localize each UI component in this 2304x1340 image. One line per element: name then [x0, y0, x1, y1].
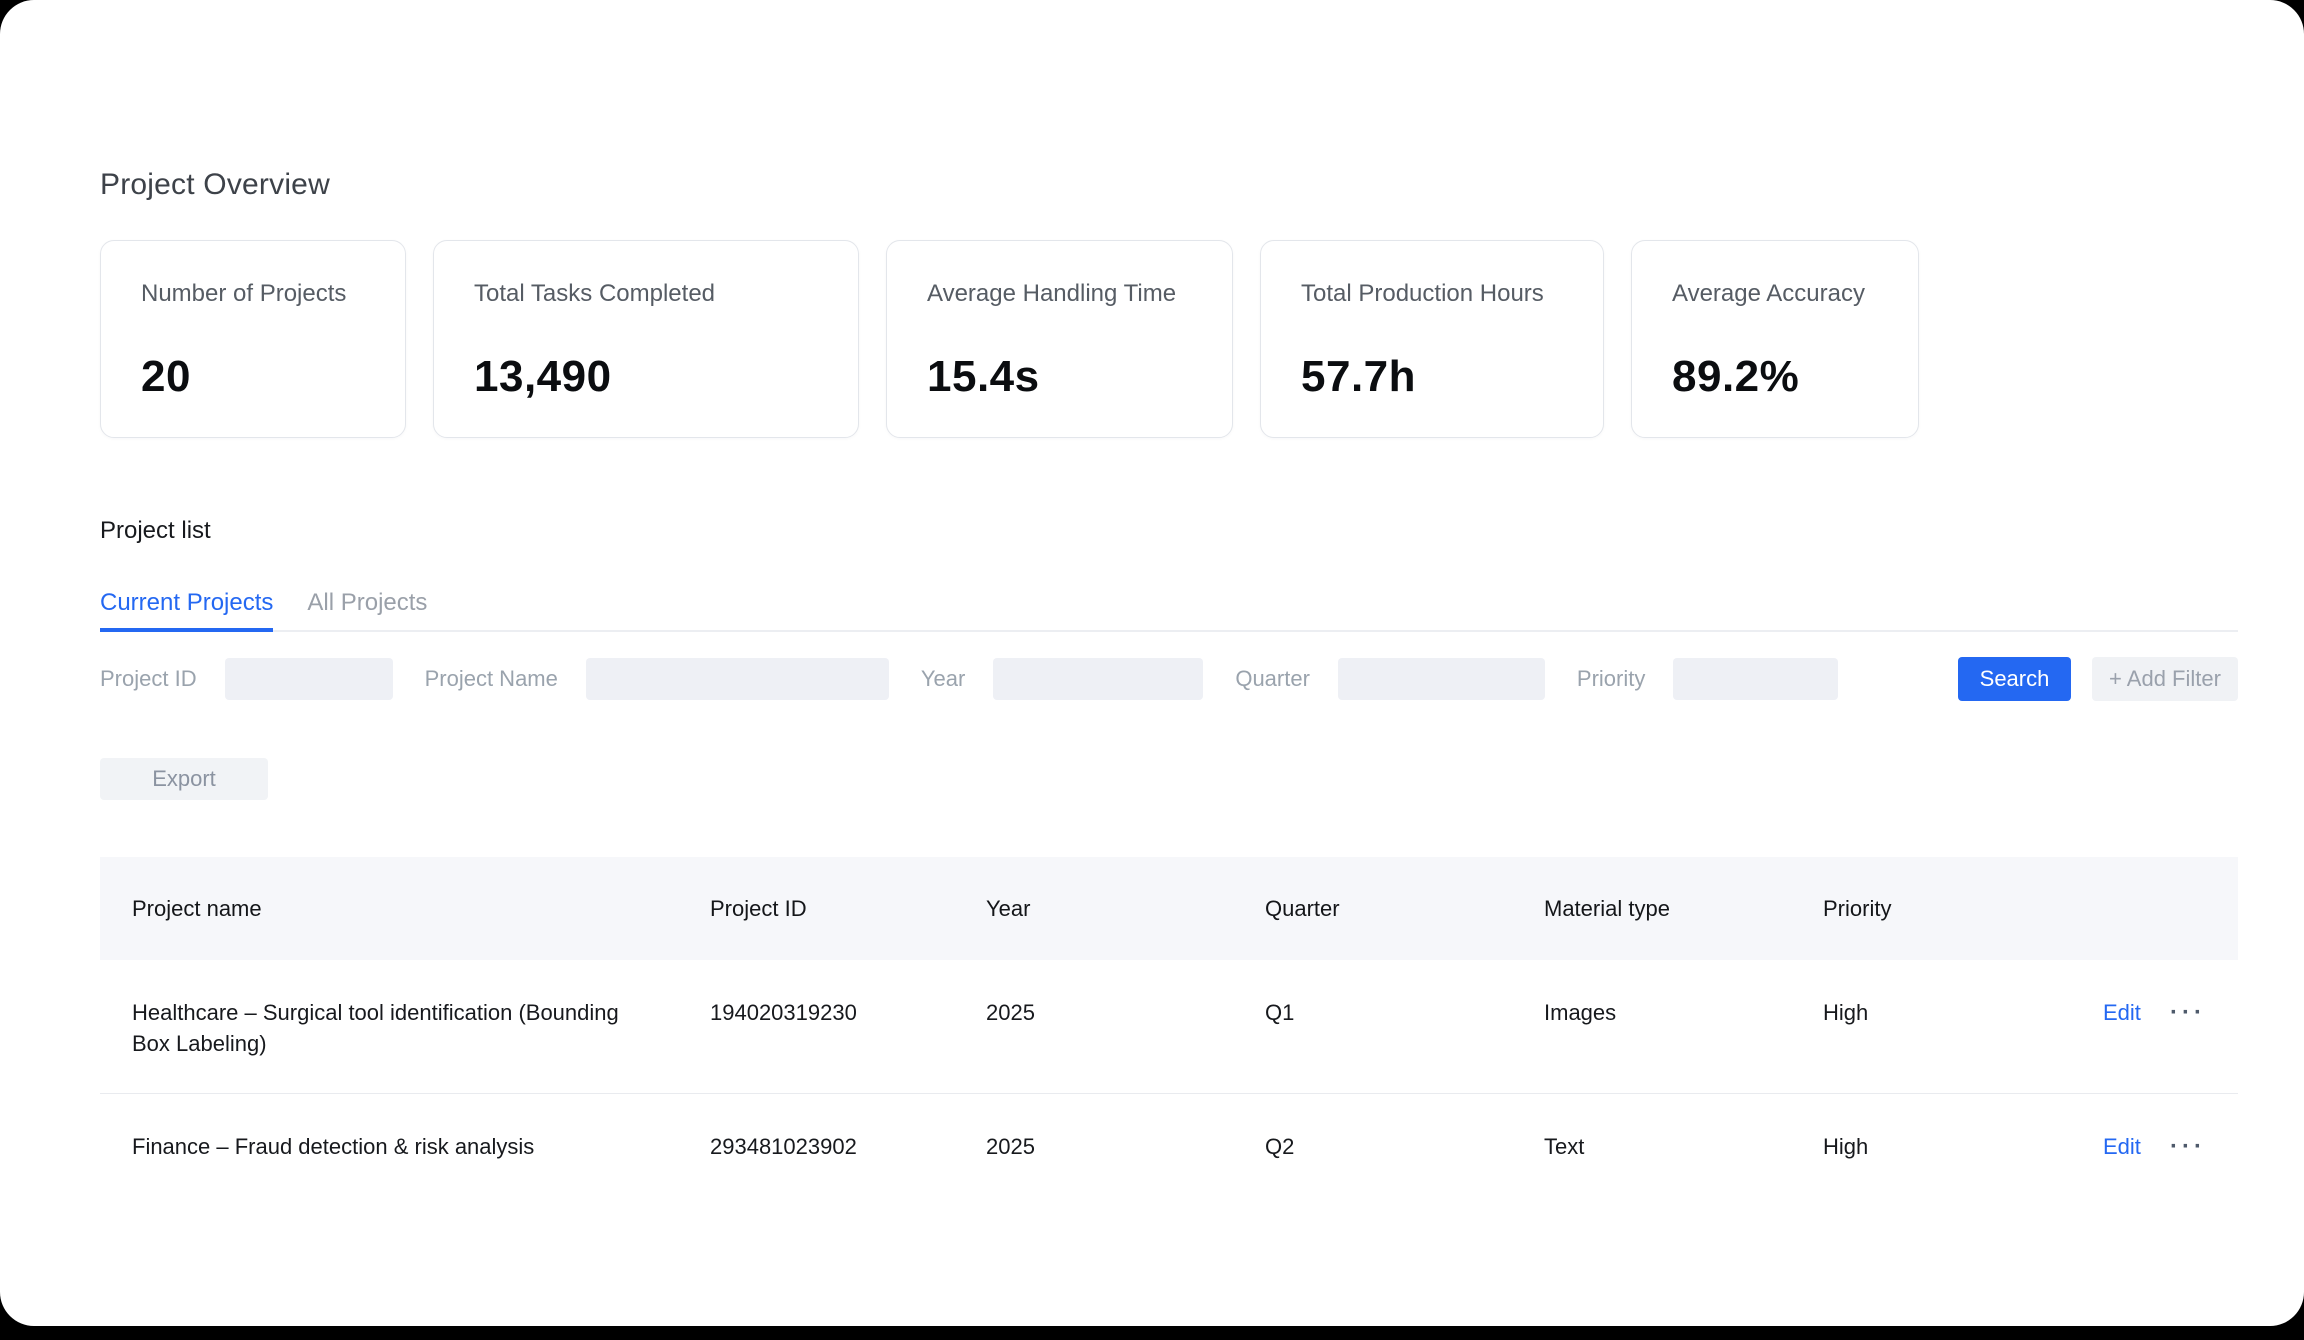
- stat-label: Average Accuracy: [1672, 280, 1865, 307]
- row-actions: Edit ···: [2103, 997, 2206, 1028]
- cell-material-type: Images: [1544, 1000, 1617, 1025]
- page-title: Project Overview: [100, 168, 330, 201]
- filter-group-project-name: Project Name: [425, 658, 889, 700]
- ellipsis-icon[interactable]: ···: [2170, 1133, 2206, 1160]
- filter-group-year: Year: [920, 658, 1204, 700]
- filter-label-quarter: Quarter: [1235, 666, 1310, 691]
- add-filter-button[interactable]: + Add Filter: [2092, 657, 2238, 701]
- cell-year: 2025: [986, 1134, 1035, 1159]
- cell-project-id: 293481023902: [710, 1134, 857, 1159]
- filter-group-priority: Priority: [1576, 658, 1839, 700]
- search-button[interactable]: Search: [1958, 657, 2071, 701]
- stat-value: 15.4s: [927, 352, 1040, 401]
- filter-group-quarter: Quarter: [1235, 658, 1545, 700]
- cell-project-name: Finance – Fraud detection & risk analysi…: [132, 1134, 535, 1159]
- filter-bar: Project ID Project Name Year Quarter Pri…: [100, 657, 2238, 701]
- column-header-year: Year: [986, 895, 1031, 921]
- table-header-row: Project name Project ID Year Quarter Mat…: [100, 857, 2238, 960]
- filter-label-year: Year: [920, 666, 966, 691]
- cell-priority: High: [1823, 1000, 1869, 1025]
- filter-label-project-id: Project ID: [100, 666, 197, 691]
- filter-label-priority: Priority: [1576, 666, 1646, 691]
- cell-project-id: 194020319230: [710, 1000, 857, 1025]
- year-input[interactable]: [993, 658, 1204, 700]
- project-id-input[interactable]: [224, 658, 393, 700]
- stat-value: 89.2%: [1672, 352, 1800, 401]
- table-row: Healthcare – Surgical tool identificatio…: [100, 960, 2238, 1094]
- stat-label: Total Production Hours: [1301, 280, 1544, 307]
- stat-cards: Number of Projects 20 Total Tasks Comple…: [100, 240, 2238, 438]
- stat-label: Total Tasks Completed: [474, 280, 716, 307]
- cell-quarter: Q1: [1265, 1000, 1295, 1025]
- stat-value: 20: [141, 352, 191, 401]
- filter-label-project-name: Project Name: [424, 666, 558, 691]
- table-row: Finance – Fraud detection & risk analysi…: [100, 1094, 2238, 1228]
- priority-input[interactable]: [1673, 658, 1839, 700]
- projects-table: Project name Project ID Year Quarter Mat…: [100, 857, 2238, 1228]
- quarter-input[interactable]: [1337, 658, 1545, 700]
- stat-card-avg-accuracy: Average Accuracy 89.2%: [1631, 240, 1919, 438]
- project-list-tabs: Current Projects All Projects: [100, 588, 2238, 632]
- main-content: Project Overview Number of Projects 20 T…: [100, 168, 2238, 1228]
- ellipsis-icon[interactable]: ···: [2170, 999, 2206, 1026]
- stat-value: 13,490: [474, 352, 612, 401]
- column-header-project-id: Project ID: [710, 895, 807, 921]
- stat-card-total-tasks: Total Tasks Completed 13,490: [433, 240, 859, 438]
- cell-material-type: Text: [1544, 1134, 1585, 1159]
- project-name-input[interactable]: [585, 658, 889, 700]
- export-button[interactable]: Export: [100, 758, 268, 800]
- stat-label: Number of Projects: [141, 280, 347, 307]
- cell-year: 2025: [986, 1000, 1035, 1025]
- tab-all-projects[interactable]: All Projects: [307, 589, 428, 616]
- project-list-heading: Project list: [100, 517, 211, 544]
- column-header-priority: Priority: [1823, 895, 1892, 921]
- stat-card-number-of-projects: Number of Projects 20: [100, 240, 406, 438]
- cell-project-name: Healthcare – Surgical tool identificatio…: [132, 1000, 619, 1056]
- stat-card-production-hours: Total Production Hours 57.7h: [1260, 240, 1604, 438]
- tab-current-projects[interactable]: Current Projects: [100, 588, 274, 632]
- cell-priority: High: [1823, 1134, 1869, 1159]
- cell-quarter: Q2: [1265, 1134, 1295, 1159]
- stat-value: 57.7h: [1301, 352, 1417, 401]
- column-header-project-name: Project name: [132, 895, 262, 921]
- column-header-quarter: Quarter: [1265, 895, 1340, 921]
- column-header-material-type: Material type: [1544, 895, 1670, 921]
- filter-group-project-id: Project ID: [100, 658, 393, 700]
- stat-label: Average Handling Time: [927, 280, 1177, 307]
- edit-link[interactable]: Edit: [2103, 1134, 2141, 1159]
- row-actions: Edit ···: [2103, 1131, 2206, 1162]
- stat-card-avg-handling-time: Average Handling Time 15.4s: [886, 240, 1233, 438]
- edit-link[interactable]: Edit: [2103, 1000, 2141, 1025]
